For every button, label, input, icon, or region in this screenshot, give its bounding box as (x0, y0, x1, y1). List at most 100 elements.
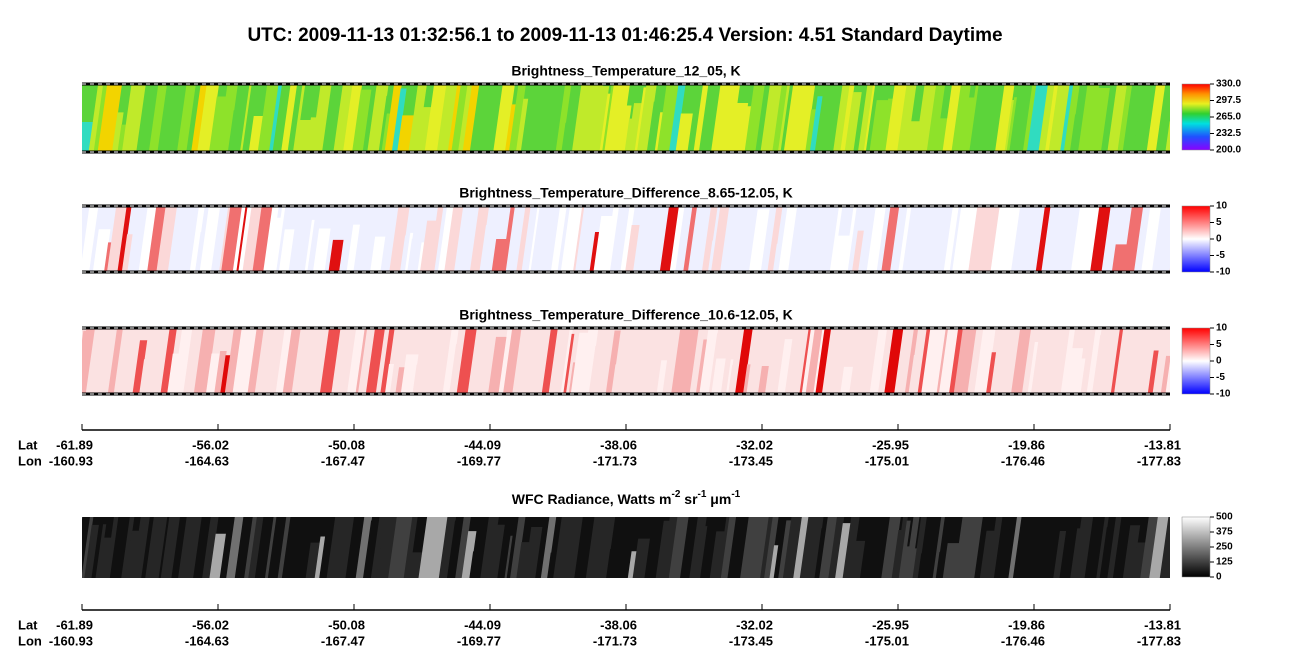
strip (842, 517, 860, 578)
strip (502, 328, 523, 394)
colorbar-label: -10 (1216, 389, 1231, 400)
title-part: WFC Radiance, Watts m (512, 491, 672, 507)
strip (801, 206, 820, 272)
lat-label: -38.06 (600, 617, 637, 632)
strip (57, 243, 74, 309)
strip (562, 333, 575, 394)
strip (968, 206, 990, 272)
strip (311, 328, 330, 394)
strip (809, 206, 828, 272)
strip (636, 84, 657, 152)
strip (684, 243, 703, 272)
strip (158, 517, 170, 578)
strip (716, 84, 733, 152)
strip (775, 339, 793, 394)
strip (843, 92, 863, 152)
strip (244, 115, 264, 152)
strip (967, 328, 984, 394)
strip (951, 84, 971, 152)
strip (905, 548, 918, 578)
strip (236, 206, 249, 272)
strip (97, 84, 120, 152)
strip (216, 355, 231, 394)
title-part: sr (680, 491, 698, 507)
strip (1054, 328, 1071, 394)
strip (505, 206, 526, 272)
strip (594, 517, 616, 578)
strip (644, 517, 665, 578)
strip (1128, 542, 1146, 578)
lat-label: -44.09 (464, 437, 501, 452)
strip (508, 84, 526, 152)
strip (752, 365, 770, 394)
strip (904, 355, 917, 394)
strip (326, 517, 343, 578)
strip (794, 328, 810, 394)
strip (619, 118, 633, 152)
strip (611, 223, 628, 272)
strip (936, 328, 949, 394)
strip (894, 517, 908, 578)
strip (1037, 549, 1053, 578)
strip (528, 206, 541, 272)
strip (609, 206, 624, 272)
lon-label: -173.45 (729, 633, 773, 648)
strip (571, 84, 592, 152)
strip (82, 517, 91, 578)
strip (938, 328, 959, 394)
strip (319, 542, 333, 578)
strip (865, 84, 880, 152)
strip (889, 206, 904, 272)
strip (721, 359, 734, 394)
strip (1146, 84, 1166, 152)
strip (486, 336, 507, 394)
strip (865, 328, 880, 394)
strip (191, 231, 206, 272)
strip (995, 84, 1015, 152)
strip (535, 517, 550, 578)
strip (857, 84, 874, 152)
strip (389, 367, 405, 394)
strip (82, 121, 94, 152)
strip (319, 517, 333, 578)
strip (929, 517, 942, 578)
strip (281, 517, 296, 578)
strip (977, 530, 995, 578)
colorbar-label: -10 (1216, 267, 1231, 278)
strip (550, 206, 568, 272)
strip (113, 328, 136, 394)
strip (132, 517, 151, 578)
strip (661, 517, 678, 578)
strip (1149, 517, 1169, 578)
colorbar-label: 330.0 (1216, 79, 1241, 90)
panel-title: Brightness_Temperature_Difference_10.6-1… (459, 307, 793, 323)
strip (291, 206, 309, 272)
lat-label: -32.02 (736, 437, 773, 452)
strip (557, 206, 571, 272)
strip (760, 206, 778, 272)
image-strips (48, 84, 1170, 152)
strip (1062, 517, 1080, 578)
strip (395, 517, 413, 578)
strip (904, 517, 920, 578)
strip (434, 84, 447, 152)
colorbar-label: 500 (1216, 512, 1233, 523)
strip (784, 328, 805, 394)
strip (48, 84, 66, 152)
strip (1057, 225, 1078, 272)
strip (1042, 328, 1064, 394)
strip (442, 328, 459, 394)
strip (740, 517, 761, 578)
strip (207, 96, 227, 152)
strip (633, 328, 652, 394)
strip (311, 84, 333, 152)
strip (43, 328, 63, 394)
strip (727, 517, 747, 578)
strip (107, 112, 124, 152)
strip (506, 517, 520, 578)
strip (331, 328, 352, 394)
strip (586, 345, 602, 394)
strip (417, 220, 437, 272)
lat-label: -61.89 (56, 437, 93, 452)
axis-label: Lon (18, 453, 42, 468)
